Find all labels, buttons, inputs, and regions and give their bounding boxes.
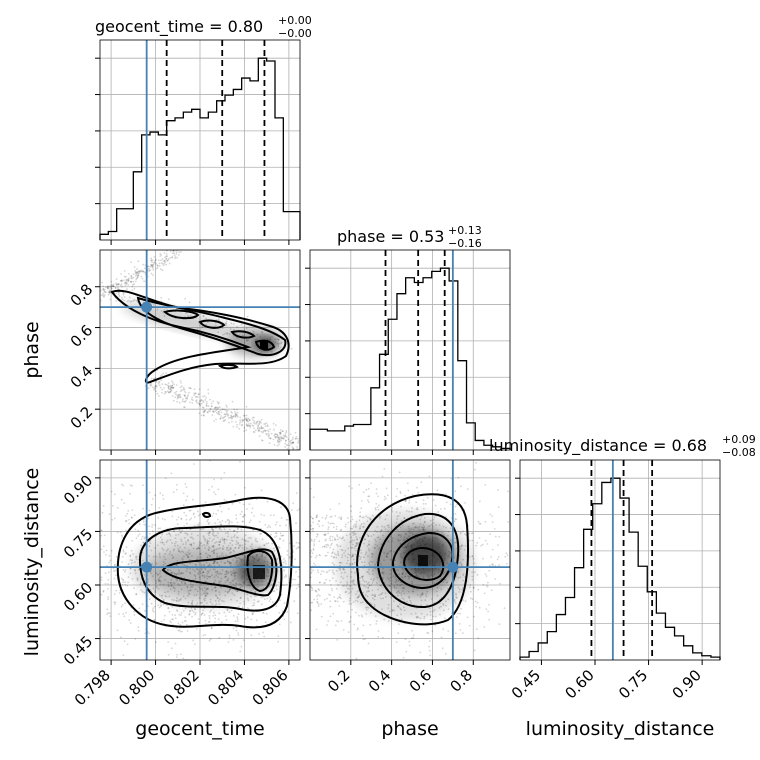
title-phase-main: phase = 0.53 bbox=[337, 227, 444, 246]
contour-inner-1 bbox=[162, 309, 200, 320]
histogram-phase bbox=[309, 267, 511, 450]
title-geocent-time-main: geocent_time = 0.80 bbox=[95, 17, 263, 37]
histogram-geocent_time bbox=[99, 57, 301, 240]
panel-frame bbox=[309, 459, 511, 661]
x-tick-labels-luminosity-distance: 0.45 0.60 0.75 0.90 bbox=[508, 666, 705, 702]
y-tick-label-3: 0.8 bbox=[67, 280, 97, 310]
sample-scatter bbox=[100, 250, 300, 450]
title-geocent-time-sup: +0.00 bbox=[278, 14, 312, 27]
contour-inner-2 bbox=[198, 319, 226, 329]
diag-panel-phase bbox=[305, 249, 511, 455]
contour-outer bbox=[356, 493, 469, 626]
y-tick-label-2: 0.6 bbox=[67, 321, 97, 351]
truth-marker bbox=[447, 561, 459, 573]
x-tick-label-3: 0.8 bbox=[446, 666, 476, 696]
x-tick-label-2: 0.75 bbox=[615, 666, 651, 702]
truth-marker bbox=[141, 561, 153, 573]
x-tick-label-4: 0.806 bbox=[249, 666, 292, 709]
y-axis-label-phase: phase bbox=[21, 321, 43, 378]
x-axis-label-phase: phase bbox=[381, 718, 438, 740]
contour-core bbox=[403, 547, 445, 581]
title-phase-sup: +0.13 bbox=[448, 224, 482, 237]
panel-luminosity-vs-phase bbox=[305, 459, 511, 665]
contour-outer bbox=[110, 289, 290, 384]
x-tick-label-3: 0.804 bbox=[204, 666, 247, 709]
grid bbox=[100, 40, 300, 240]
y-tick-label-2: 0.75 bbox=[60, 525, 96, 561]
x-tick-label-1: 0.60 bbox=[561, 666, 597, 702]
diag-panel-luminosity-distance bbox=[515, 459, 721, 665]
title-luminosity-distance-sub: −0.08 bbox=[722, 446, 756, 459]
x-tick-labels-phase: 0.2 0.4 0.6 0.8 bbox=[324, 666, 476, 696]
contour-small bbox=[217, 363, 239, 370]
panel-phase-vs-geocent-time bbox=[95, 249, 301, 455]
histogram-luminosity_distance bbox=[519, 477, 721, 660]
x-axis-label-geocent-time: geocent_time bbox=[135, 718, 264, 740]
contour-mid bbox=[138, 525, 283, 612]
x-tick-label-1: 0.800 bbox=[115, 666, 158, 709]
y-tick-labels-luminosity-distance: 0.45 0.60 0.75 0.90 bbox=[60, 471, 96, 668]
title-luminosity-distance: luminosity_distance = 0.68 +0.09 −0.08 bbox=[489, 433, 756, 459]
grid bbox=[520, 460, 720, 660]
diag-panel-geocent-time bbox=[95, 39, 301, 245]
x-axis-label-luminosity-distance: luminosity_distance bbox=[526, 718, 715, 740]
title-phase-sub: −0.16 bbox=[448, 237, 482, 250]
y-tick-label-3: 0.90 bbox=[60, 471, 96, 507]
title-geocent-time-sub: −0.00 bbox=[278, 27, 312, 40]
contour-mid bbox=[376, 512, 460, 609]
contour-inner-3 bbox=[230, 330, 256, 339]
panel-frame bbox=[99, 39, 301, 241]
x-tick-label-0: 0.45 bbox=[508, 666, 544, 702]
contour-core bbox=[246, 550, 274, 593]
title-luminosity-distance-main: luminosity_distance = 0.68 bbox=[489, 436, 707, 456]
x-tick-label-2: 0.6 bbox=[406, 666, 436, 696]
x-tick-label-1: 0.4 bbox=[365, 666, 395, 696]
contour-mid bbox=[136, 296, 287, 356]
contour-outer bbox=[116, 496, 293, 629]
y-axis-label-luminosity-distance: luminosity_distance bbox=[21, 468, 43, 657]
y-tick-label-1: 0.4 bbox=[67, 362, 97, 392]
y-tick-label-1: 0.60 bbox=[60, 579, 96, 615]
title-luminosity-distance-sup: +0.09 bbox=[722, 433, 756, 446]
y-tick-label-0: 0.45 bbox=[60, 632, 96, 668]
grid bbox=[310, 250, 510, 450]
y-tick-label-0: 0.2 bbox=[67, 403, 97, 433]
contour-inner bbox=[161, 548, 278, 597]
density-peak bbox=[260, 340, 268, 349]
x-tick-labels-geocent-time: 0.798 0.800 0.802 0.804 0.806 bbox=[71, 666, 292, 709]
x-tick-label-0: 0.798 bbox=[71, 666, 114, 709]
panel-frame bbox=[309, 249, 511, 451]
panel-luminosity-vs-geocent-time bbox=[95, 459, 301, 665]
y-tick-labels-phase: 0.2 0.4 0.6 0.8 bbox=[67, 280, 97, 432]
truth-marker bbox=[141, 301, 153, 313]
title-geocent-time: geocent_time = 0.80 +0.00 −0.00 bbox=[95, 14, 312, 40]
panel-frame bbox=[519, 459, 721, 661]
x-tick-label-2: 0.802 bbox=[160, 666, 203, 709]
x-tick-label-0: 0.2 bbox=[324, 666, 354, 696]
title-phase: phase = 0.53 +0.13 −0.16 bbox=[337, 224, 482, 250]
x-tick-label-3: 0.90 bbox=[669, 666, 705, 702]
contour-small bbox=[201, 511, 212, 519]
